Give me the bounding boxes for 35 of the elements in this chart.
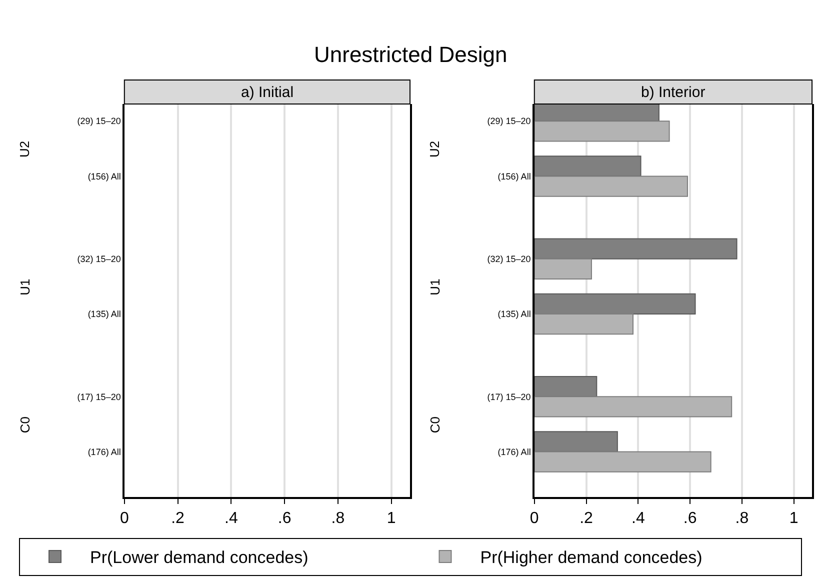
x-tick-label: .8 [735,510,749,527]
y-tick-label: (17) 15–20 [487,392,531,402]
y-tick-label: (29) 15–20 [487,116,531,126]
y-tick-label: (176) All [88,446,121,457]
text: U2 [427,140,442,158]
y-tick-label: (156) All [88,171,121,182]
legend-label: Pr(Lower demand concedes) [90,548,308,568]
x-tick-label: .6 [278,510,292,527]
y-tick-label: (135) All [88,309,121,320]
x-tick-label: .2 [171,510,185,527]
y-tick-label: (176) All [498,446,531,457]
x-tick-label: .4 [224,510,238,527]
text: C0 [428,416,443,434]
x-tick-label: 0 [120,510,129,527]
x-tick-label: .2 [580,510,594,527]
chart-title: Unrestricted Design [314,42,508,67]
x-tick-label: .8 [331,510,345,527]
y-tick-label: (32) 15–20 [487,254,531,264]
chart-subtitle: b) Interior [641,84,706,101]
y-tick-label: (135) All [498,309,531,320]
text: U2 [17,140,32,158]
text: C0 [18,416,33,434]
legend-label: Pr(Higher demand concedes) [480,548,702,568]
y-tick-label: (156) All [498,171,531,182]
chart-subtitle: a) Initial [241,84,294,101]
x-tick-label: 1 [789,510,798,527]
y-tick-label: (29) 15–20 [77,116,121,126]
x-tick-label: .6 [683,510,697,527]
text: U1 [17,278,32,296]
x-tick-label: 1 [386,510,396,527]
x-tick-label: 0 [530,510,539,527]
x-tick-label: .4 [632,510,645,527]
y-tick-label: (32) 15–20 [77,254,121,264]
text: U1 [427,278,442,296]
y-tick-label: (17) 15–20 [77,392,121,402]
